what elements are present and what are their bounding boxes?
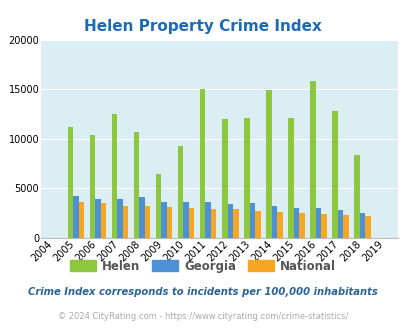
Bar	[227, 204, 232, 238]
Bar	[243, 118, 249, 238]
Bar	[122, 206, 128, 238]
Text: Helen Property Crime Index: Helen Property Crime Index	[84, 19, 321, 34]
Bar	[315, 208, 320, 238]
Bar	[254, 211, 260, 238]
Bar	[222, 119, 227, 238]
Bar	[205, 202, 211, 238]
Bar	[249, 203, 254, 238]
Bar	[298, 213, 304, 238]
Bar	[161, 202, 166, 238]
Bar	[359, 213, 364, 238]
Bar	[79, 202, 84, 238]
Bar	[364, 216, 370, 238]
Bar	[134, 132, 139, 238]
Text: Crime Index corresponds to incidents per 100,000 inhabitants: Crime Index corresponds to incidents per…	[28, 287, 377, 297]
Bar	[90, 135, 95, 238]
Bar	[354, 155, 359, 238]
Bar	[95, 199, 100, 238]
Bar	[156, 174, 161, 238]
Bar	[343, 215, 348, 238]
Bar	[288, 118, 293, 238]
Bar	[100, 203, 106, 238]
Legend: Helen, Georgia, National: Helen, Georgia, National	[65, 255, 340, 278]
Bar	[293, 208, 298, 238]
Bar	[111, 114, 117, 238]
Bar	[166, 207, 172, 238]
Bar	[309, 81, 315, 238]
Bar	[145, 206, 150, 238]
Bar	[320, 214, 326, 238]
Bar	[73, 196, 79, 238]
Bar	[232, 209, 238, 238]
Bar	[68, 127, 73, 238]
Bar	[271, 206, 277, 238]
Bar	[183, 202, 188, 238]
Bar	[277, 212, 282, 238]
Bar	[188, 209, 194, 238]
Bar	[337, 210, 343, 238]
Bar	[211, 209, 216, 238]
Bar	[199, 89, 205, 238]
Bar	[139, 197, 145, 238]
Bar	[117, 199, 122, 238]
Bar	[265, 90, 271, 238]
Bar	[177, 146, 183, 238]
Text: © 2024 CityRating.com - https://www.cityrating.com/crime-statistics/: © 2024 CityRating.com - https://www.city…	[58, 312, 347, 321]
Bar	[331, 111, 337, 238]
